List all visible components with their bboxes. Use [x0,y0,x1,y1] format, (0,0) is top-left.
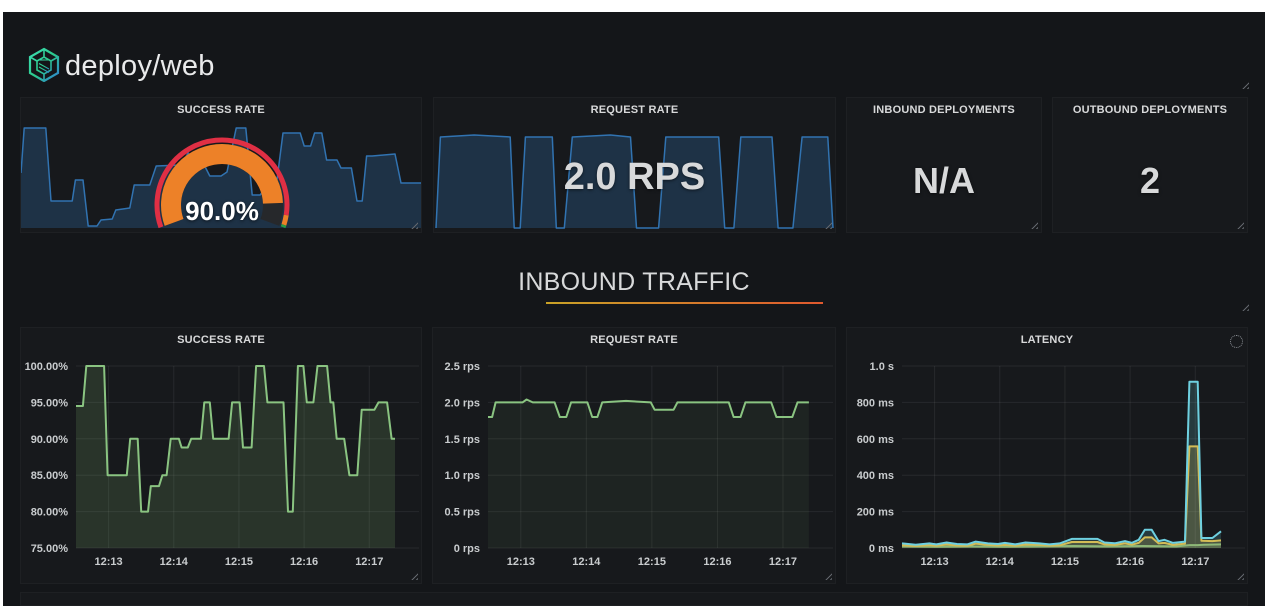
resize-handle[interactable] [410,572,418,580]
partial-panel-row [20,592,1248,606]
resize-handle[interactable] [1236,572,1244,580]
svg-text:95.00%: 95.00% [31,397,69,409]
svg-text:12:13: 12:13 [921,556,949,568]
svg-text:12:13: 12:13 [507,556,535,568]
latency-chart[interactable]: 1.0 s 800 ms 600 ms 400 ms 200 ms 0 ms 12:13 12… [847,328,1247,583]
svg-text:0.5 rps: 0.5 rps [445,507,480,519]
svg-text:85.00%: 85.00% [31,470,69,482]
svg-text:400 ms: 400 ms [857,470,894,482]
gauge-value: 90.0% [185,196,259,226]
svg-text:1.5 rps: 1.5 rps [445,434,480,446]
panel-success-rate-chart: 100.00% 95.00% 90.00% 85.00% 80.00% 75.00% 12:… [20,327,422,584]
section-title: INBOUND TRAFFIC [518,268,750,296]
svg-text:80.00%: 80.00% [31,507,69,519]
svg-text:2.5 rps: 2.5 rps [445,361,480,373]
svg-text:0 ms: 0 ms [869,543,894,555]
panel-title[interactable]: REQUEST RATE [590,334,678,346]
panel-inbound-deployments: INBOUND DEPLOYMENTS N/A [846,97,1042,233]
loading-spinner-icon [1230,335,1243,348]
svg-text:12:16: 12:16 [703,556,731,568]
svg-text:2.0 rps: 2.0 rps [445,397,480,409]
svg-text:12:17: 12:17 [769,556,797,568]
resize-handle[interactable] [1241,81,1249,89]
svg-text:12:14: 12:14 [572,556,601,568]
panel-title[interactable]: LATENCY [1020,334,1074,346]
resize-handle[interactable] [1030,221,1038,229]
success-rate-gauge: 90.0% [152,136,292,234]
svg-text:12:13: 12:13 [95,556,123,568]
panel-title[interactable]: SUCCESS RATE [177,104,265,116]
section-underline [546,302,823,304]
deploy-logo-icon [28,47,60,82]
svg-text:12:14: 12:14 [160,556,189,568]
panel-outbound-deployments: OUTBOUND DEPLOYMENTS 2 [1052,97,1248,233]
panel-title[interactable]: REQUEST RATE [590,104,679,116]
outbound-deployments-value: 2 [1139,160,1161,201]
svg-text:90.00%: 90.00% [31,434,69,446]
inbound-deployments-value: N/A [913,160,975,201]
success-rate-chart[interactable]: 100.00% 95.00% 90.00% 85.00% 80.00% 75.00% 12:… [21,328,421,583]
request-rate-sparkline[interactable] [434,126,835,230]
panel-latency-chart: 1.0 s 800 ms 600 ms 400 ms 200 ms 0 ms 12:13 12… [846,327,1248,584]
svg-text:12:15: 12:15 [1051,556,1079,568]
svg-text:12:16: 12:16 [290,556,318,568]
svg-text:800 ms: 800 ms [857,397,894,409]
svg-text:600 ms: 600 ms [857,434,894,446]
panel-title[interactable]: OUTBOUND DEPLOYMENTS [1072,104,1228,116]
svg-text:75.00%: 75.00% [31,543,69,555]
svg-text:12:14: 12:14 [986,556,1015,568]
resize-handle[interactable] [824,572,832,580]
panel-request-rate-chart: 2.5 rps 2.0 rps 1.5 rps 1.0 rps 0.5 rps 0 rps… [432,327,836,584]
resize-handle[interactable] [1236,221,1244,229]
request-rate-chart[interactable]: 2.5 rps 2.0 rps 1.5 rps 1.0 rps 0.5 rps 0 rps… [433,328,835,583]
resize-handle[interactable] [824,221,832,229]
dashboard: deploy/web SUCCESS RATE 90.0% REQUEST RA… [3,12,1265,606]
svg-text:12:16: 12:16 [1116,556,1144,568]
panel-request-rate-stat: REQUEST RATE 2.0 RPS [433,97,836,233]
svg-text:200 ms: 200 ms [857,507,894,519]
svg-text:12:15: 12:15 [638,556,666,568]
svg-text:0 rps: 0 rps [454,543,480,555]
resize-handle[interactable] [1241,303,1249,311]
svg-text:12:15: 12:15 [225,556,253,568]
svg-text:100.00%: 100.00% [25,361,69,373]
panel-title[interactable]: SUCCESS RATE [177,334,265,346]
panel-title[interactable]: INBOUND DEPLOYMENTS [873,104,1015,116]
resize-handle[interactable] [410,221,418,229]
dashboard-title: deploy/web [65,50,215,82]
svg-text:1.0 s: 1.0 s [870,361,894,373]
svg-text:12:17: 12:17 [1181,556,1209,568]
request-rate-value: 2.0 RPS [563,156,706,198]
svg-text:1.0 rps: 1.0 rps [445,470,480,482]
panel-success-rate-stat: SUCCESS RATE 90.0% [20,97,422,233]
svg-text:12:17: 12:17 [355,556,383,568]
